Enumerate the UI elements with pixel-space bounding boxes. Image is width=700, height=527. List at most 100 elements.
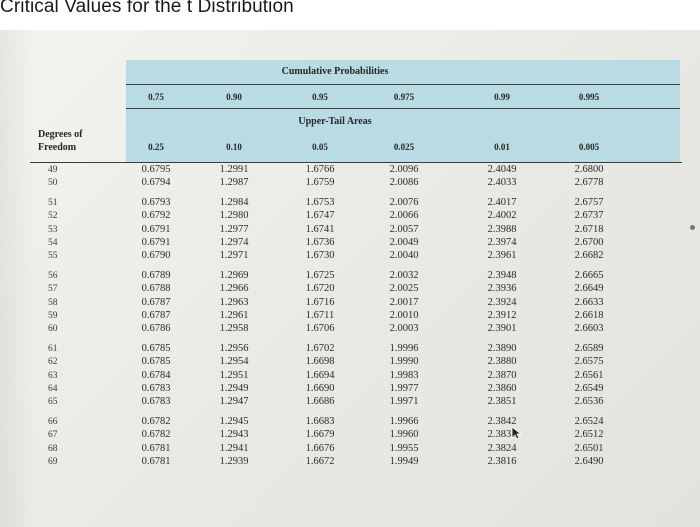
critical-value-cell: 2.3912 (487, 310, 517, 321)
critical-value-cell: 1.6716 (305, 296, 335, 308)
df-cell: 53 (48, 224, 58, 235)
critical-value-cell: 1.6672 (305, 456, 335, 467)
critical-value-cell: 0.6790 (141, 250, 171, 262)
df-cell: 62 (48, 357, 58, 368)
critical-value-cell: 1.2991 (219, 164, 249, 175)
critical-value-cell: 1.6753 (305, 196, 335, 208)
critical-value-cell: 1.2974 (219, 237, 249, 248)
critical-value-cell: 1.6694 (305, 369, 335, 381)
critical-value-cell: 2.6575 (574, 356, 604, 368)
critical-value-cell: 1.9960 (389, 429, 419, 441)
critical-value-cell: 1.9990 (389, 356, 419, 368)
critical-value-cell: 0.6781 (141, 442, 171, 454)
critical-value-cell: 1.6702 (305, 342, 335, 354)
df-cell: 59 (48, 311, 58, 321)
critical-value-cell: 2.3816 (487, 456, 517, 467)
critical-value-cell: 2.6633 (574, 296, 604, 308)
critical-value-cell: 2.4049 (487, 164, 517, 175)
critical-value-cell: 2.3936 (487, 283, 517, 295)
critical-value-cell: 0.6792 (141, 210, 171, 222)
critical-value-cell: 1.6676 (305, 442, 335, 454)
critical-value-cell: 1.9955 (389, 442, 419, 454)
cumulative-prob-header: 0.90 (226, 92, 242, 102)
cumulative-prob-header: 0.975 (393, 92, 415, 102)
critical-value-cell: 1.2947 (219, 396, 249, 408)
critical-value-cell: 1.9949 (389, 456, 419, 467)
critical-value-cell: 1.6711 (305, 310, 335, 321)
critical-value-cell: 2.6561 (574, 369, 604, 381)
critical-value-cell: 2.3961 (487, 250, 517, 262)
critical-value-cell: 1.2969 (219, 269, 249, 281)
critical-value-cell: 1.2984 (219, 196, 249, 208)
critical-value-cell: 2.6737 (574, 210, 604, 222)
critical-value-cell: 1.2961 (219, 310, 249, 321)
critical-value-cell: 0.6791 (141, 237, 171, 248)
critical-value-cell: 2.0003 (389, 323, 419, 335)
degrees-of-freedom-label: Degrees of Freedom (38, 129, 83, 153)
critical-value-cell: 1.2966 (219, 283, 249, 295)
critical-value-cell: 1.6766 (305, 164, 335, 175)
df-cell: 66 (48, 416, 58, 427)
critical-value-cell: 2.3901 (487, 323, 517, 335)
critical-value-cell: 2.0076 (389, 196, 419, 208)
critical-value-cell: 1.2958 (219, 323, 249, 335)
critical-value-cell: 1.2977 (219, 223, 249, 235)
critical-value-cell: 1.6741 (305, 223, 335, 235)
df-cell: 51 (48, 197, 58, 208)
df-cell: 50 (48, 178, 58, 189)
df-cell: 52 (48, 211, 58, 222)
critical-value-cell: 0.6783 (141, 396, 171, 408)
critical-value-cell: 1.2954 (219, 356, 249, 368)
critical-value-cell: 2.0066 (389, 210, 419, 222)
critical-value-cell: 0.6791 (141, 223, 171, 235)
critical-value-cell: 2.6536 (574, 396, 604, 408)
critical-value-cell: 2.6490 (574, 456, 604, 467)
critical-value-cell: 2.0096 (389, 164, 419, 175)
cumulative-prob-header: 0.99 (494, 92, 510, 102)
critical-value-cell: 2.3851 (487, 396, 517, 408)
critical-value-cell: 2.0017 (389, 296, 419, 308)
df-cell: 67 (48, 430, 58, 441)
critical-value-cell: 1.6759 (305, 177, 335, 189)
df-cell: 69 (48, 457, 58, 467)
critical-value-cell: 2.4002 (487, 210, 517, 222)
df-cell: 54 (48, 238, 58, 248)
critical-value-cell: 2.4017 (487, 196, 517, 208)
critical-value-cell: 1.6747 (305, 210, 335, 222)
critical-value-cell: 2.0057 (389, 223, 419, 235)
critical-value-cell: 2.3890 (487, 342, 517, 354)
cumulative-prob-header: 0.95 (312, 92, 328, 102)
critical-value-cell: 2.6665 (574, 269, 604, 281)
df-cell: 60 (48, 324, 58, 335)
critical-value-cell: 2.6800 (574, 164, 604, 175)
upper-tail-header: 0.025 (393, 142, 415, 152)
critical-value-cell: 1.6730 (305, 250, 335, 262)
critical-value-cell: 1.2939 (219, 456, 249, 467)
header-divider-middle (126, 108, 680, 109)
critical-value-cell: 2.0086 (389, 177, 419, 189)
critical-value-cell: 0.6783 (141, 383, 171, 394)
critical-value-cell: 1.2963 (219, 296, 249, 308)
critical-value-cell: 1.9983 (389, 369, 419, 381)
critical-value-cell: 0.6786 (141, 323, 171, 335)
critical-value-cell: 2.0040 (389, 250, 419, 262)
df-cell: 58 (48, 297, 58, 308)
critical-value-cell: 2.6603 (574, 323, 604, 335)
critical-value-cell: 0.6784 (141, 369, 171, 381)
critical-value-cell: 2.3948 (487, 269, 517, 281)
critical-value-cell: 2.6512 (574, 429, 604, 441)
critical-value-cell: 2.3860 (487, 383, 517, 394)
critical-value-cell: 2.0010 (389, 310, 419, 321)
critical-value-cell: 2.6778 (574, 177, 604, 189)
critical-value-cell: 2.3824 (487, 442, 517, 454)
df-cell: 61 (48, 343, 58, 354)
upper-tail-header: 0.01 (494, 142, 510, 152)
critical-value-cell: 0.6794 (141, 177, 171, 189)
critical-value-cell: 0.6782 (141, 415, 171, 427)
critical-value-cell: 1.2945 (219, 415, 249, 427)
critical-value-cell: 2.0032 (389, 269, 419, 281)
critical-value-cell: 1.9966 (389, 415, 419, 427)
critical-value-cell: 0.6781 (141, 456, 171, 467)
critical-value-cell: 0.6788 (141, 283, 171, 295)
critical-value-cell: 1.6679 (305, 429, 335, 441)
